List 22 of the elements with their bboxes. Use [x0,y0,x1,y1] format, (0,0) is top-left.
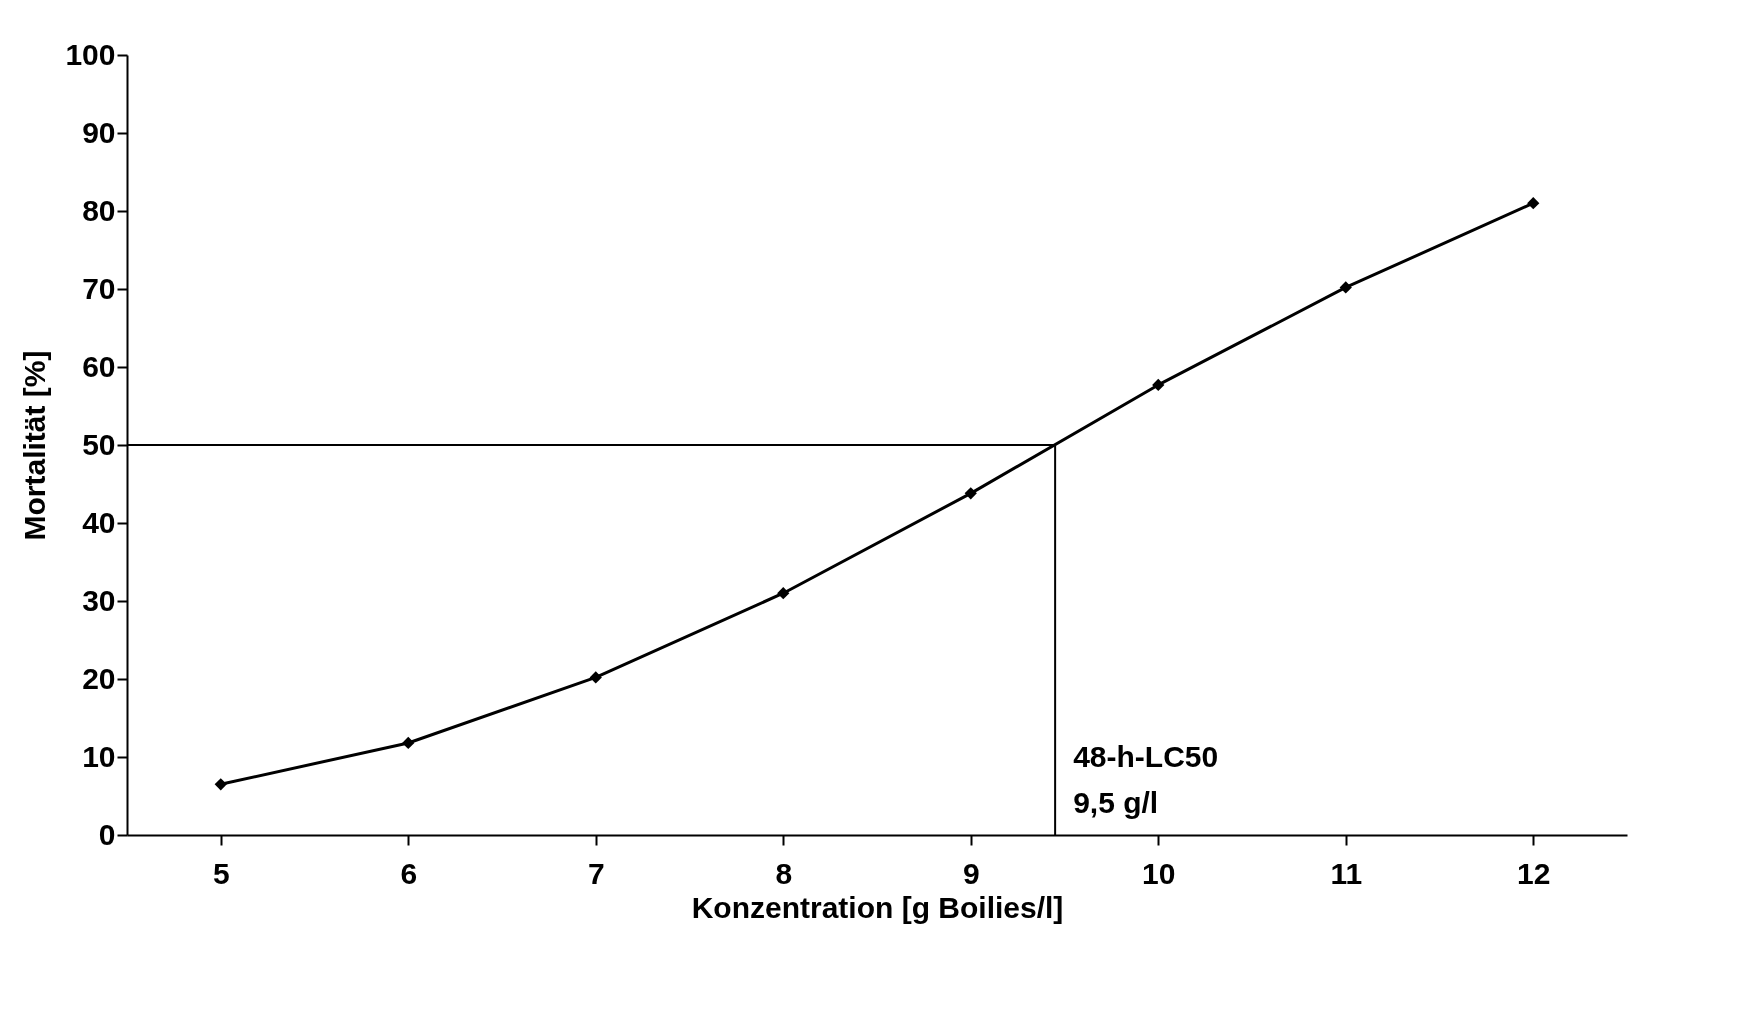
x-tick-label: 7 [587,856,605,890]
y-axis-title: Mortalität [%] [18,350,52,541]
y-tick-label: 90 [82,115,116,149]
x-tick-label: 6 [400,856,418,890]
y-tick-label: 20 [82,661,116,695]
y-tick-label: 60 [82,349,116,383]
x-tick-label: 10 [1142,856,1176,890]
ref-line-label: 48-h-LC50 9,5 g/l [1073,740,1219,819]
y-tick-label: 30 [82,583,116,617]
y-tick-label: 70 [82,271,116,305]
x-tick-label: 9 [962,856,980,890]
y-tick-label: 10 [82,739,116,773]
y-tick-label: 80 [82,193,116,227]
x-tick-label: 11 [1330,856,1363,890]
y-tick-label: 100 [65,37,116,71]
x-tick-label: 5 [212,856,230,890]
y-tick-label: 50 [82,427,116,461]
x-tick-label: 12 [1517,856,1551,890]
y-tick-label: 0 [98,817,116,851]
x-axis-title: Konzentration [g Boilies/l] [691,890,1064,924]
y-tick-label: 40 [82,505,116,539]
x-tick-label: 8 [775,856,793,890]
